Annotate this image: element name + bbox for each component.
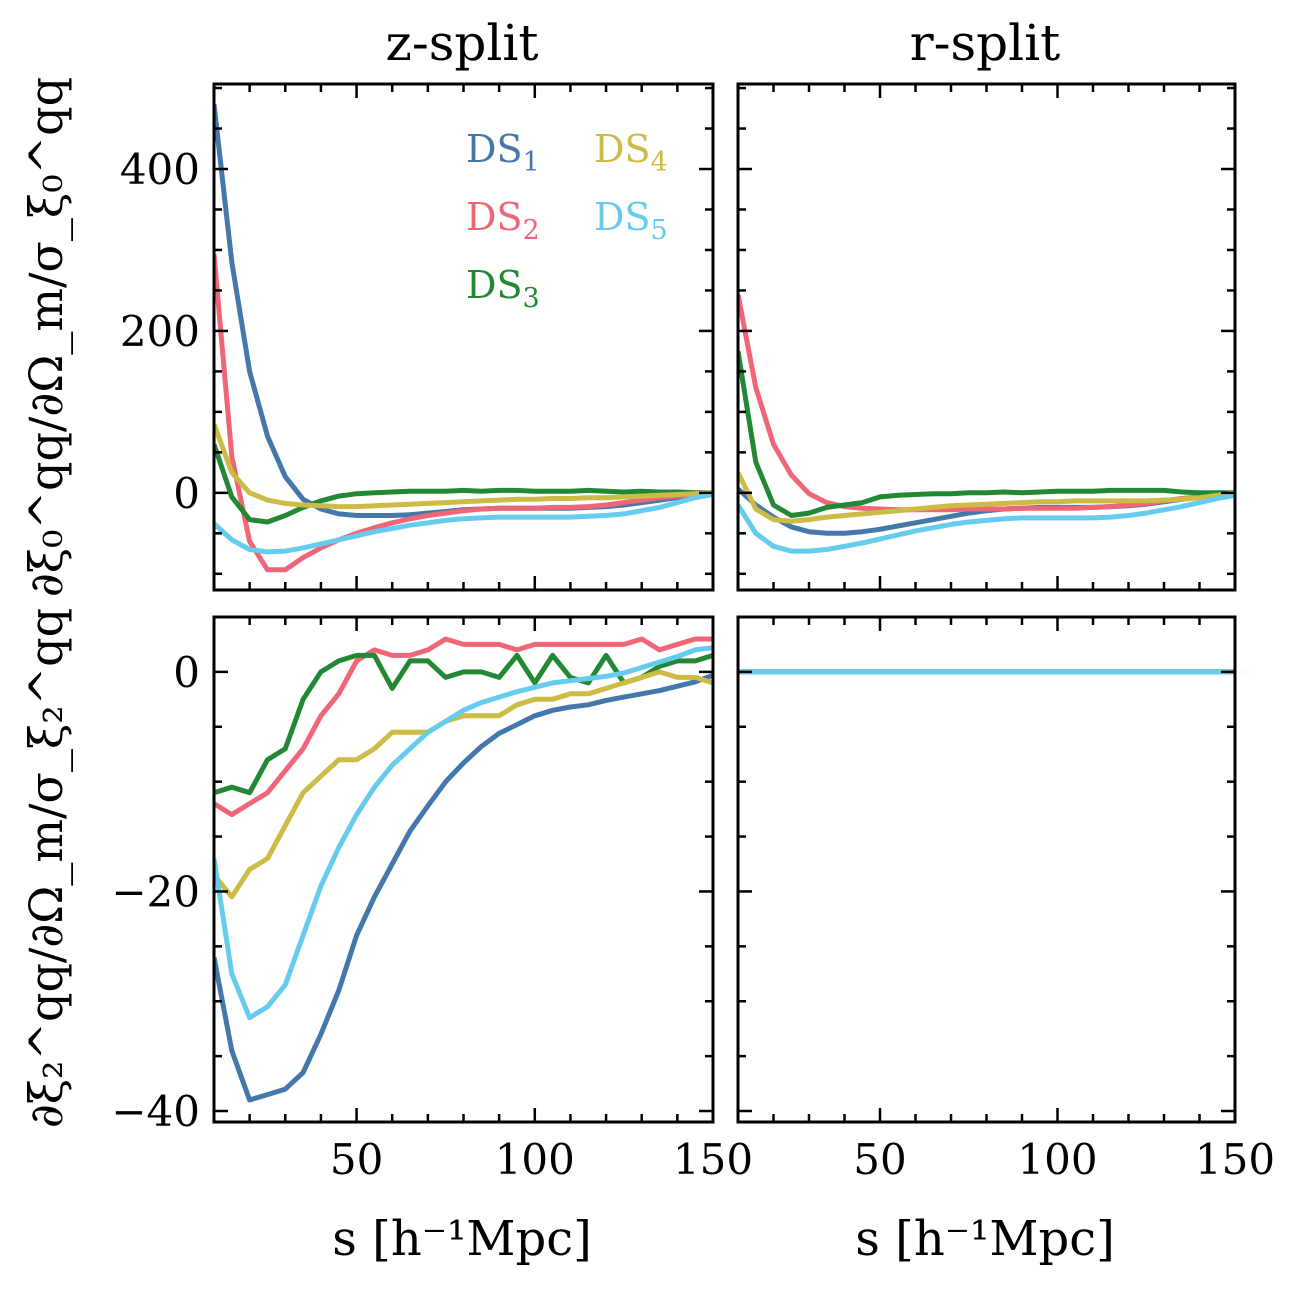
series-line-ds2 <box>214 636 713 818</box>
panel-z-split-xi0: 0 200 400 <box>120 82 715 592</box>
legend-entry-ds3: DS3 <box>466 263 540 314</box>
y-tick-label: 400 <box>120 145 200 194</box>
legend-entry-ds1: DS1 <box>466 127 540 178</box>
y-tick-label: 0 <box>173 469 200 518</box>
panel-r-split-xi2: 50 100 150 <box>736 615 1275 1184</box>
y-tick-label: 0 <box>173 648 200 697</box>
series-line-ds2 <box>214 253 713 573</box>
panel-frame <box>736 615 1237 1124</box>
ylabel-bottom-row: ∂ξ₂^qq/∂Ω_m/σ_ξ₂^qq <box>19 608 73 1128</box>
series-line-ds2 <box>738 294 1235 513</box>
series-line-ds3 <box>738 350 1235 518</box>
x-tick-label: 100 <box>1017 1135 1097 1184</box>
series-line-ds5 <box>738 492 1235 554</box>
y-tick-label: −40 <box>111 1087 200 1136</box>
column-title-z-split: z-split <box>386 14 539 72</box>
y-tick-label: 200 <box>120 307 200 356</box>
panel-r-split-xi0 <box>736 82 1237 592</box>
xlabel-right-column: s [h⁻¹Mpc] <box>855 1211 1115 1267</box>
column-title-r-split: r-split <box>910 14 1061 72</box>
x-tick-label: 50 <box>330 1135 383 1184</box>
xlabel-left-column: s [h⁻¹Mpc] <box>332 1211 592 1267</box>
ylabel-top-row: ∂ξ₀^qq/∂Ω_m/σ_ξ₀^qq <box>19 77 73 597</box>
x-tick-label: 100 <box>495 1135 575 1184</box>
y-tick-label: −20 <box>111 867 200 916</box>
series-line-ds3 <box>214 443 713 525</box>
panel-z-split-xi2: 50 100 150 −40 −20 0 <box>111 615 753 1184</box>
series-group <box>214 636 713 1103</box>
series-line-ds4 <box>214 669 713 900</box>
series-line-ds1 <box>214 672 713 1103</box>
x-tick-label: 50 <box>853 1135 906 1184</box>
legend-entry-ds2: DS2 <box>466 195 540 246</box>
series-line-ds5 <box>214 645 713 1021</box>
series-line-ds5 <box>214 492 713 555</box>
panels-layer: 0 200 400 50 100 150 −40 −20 0 50 100 150 <box>111 82 1275 1184</box>
series-group <box>214 103 713 573</box>
x-tick-label: 150 <box>673 1135 753 1184</box>
legend: DS1 DS2 DS3 DS4 DS5 <box>466 127 668 314</box>
legend-entry-ds4: DS4 <box>594 127 668 178</box>
x-tick-label: 150 <box>1195 1135 1275 1184</box>
series-line-ds4 <box>738 471 1235 524</box>
series-line-ds4 <box>214 423 713 510</box>
series-group <box>738 294 1235 554</box>
legend-entry-ds5: DS5 <box>594 195 668 246</box>
